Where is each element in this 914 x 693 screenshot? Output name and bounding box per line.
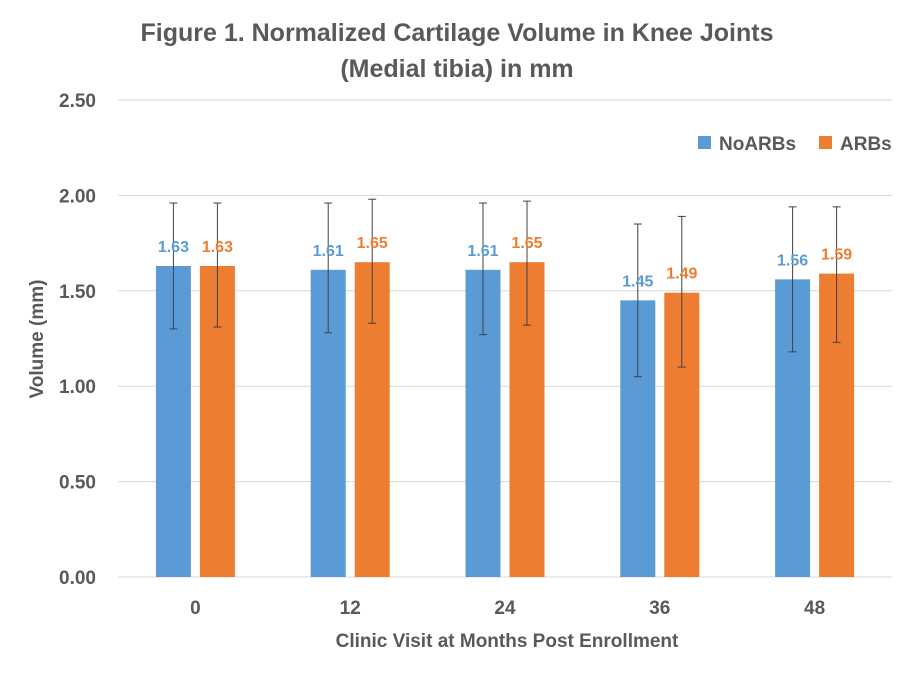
legend-label-arbs: ARBs [840, 134, 892, 155]
data-label: 1.63 [158, 239, 189, 256]
data-labels: 1.63 1.63 1.61 1.65 1.61 1.65 1.45 1.49 1.56 1.59 [158, 235, 852, 290]
chart-title-line1: Figure 1. Normalized Cartilage Volume in… [140, 19, 773, 47]
y-tick-label: 0.50 [59, 473, 96, 494]
legend: NoARBs ARBs [698, 134, 892, 155]
legend-label-noarbs: NoARBs [719, 134, 796, 155]
x-axis-ticks: 0 12 24 36 48 [190, 598, 825, 619]
data-label: 1.65 [511, 235, 542, 252]
x-tick-label: 48 [804, 598, 825, 619]
error-bars [169, 198, 841, 378]
data-label: 1.49 [666, 266, 697, 283]
data-label: 1.56 [777, 252, 808, 269]
y-tick-label: 1.00 [59, 377, 96, 398]
bars [155, 262, 855, 577]
y-tick-label: 1.50 [59, 282, 96, 303]
x-tick-label: 12 [340, 598, 361, 619]
y-tick-label: 2.50 [59, 91, 96, 112]
chart-title-line2: (Medial tibia) in mm [340, 55, 573, 83]
data-label: 1.65 [357, 235, 388, 252]
x-tick-label: 36 [649, 598, 670, 619]
legend-swatch-arbs [819, 136, 832, 149]
data-label: 1.45 [622, 273, 653, 290]
y-tick-label: 0.00 [59, 568, 96, 589]
data-label: 1.59 [821, 247, 852, 264]
data-label: 1.61 [313, 243, 344, 260]
x-tick-label: 24 [494, 598, 516, 619]
x-tick-label: 0 [190, 598, 201, 619]
data-label: 1.61 [467, 243, 498, 260]
gridlines [118, 99, 892, 578]
y-tick-label: 2.00 [59, 186, 96, 207]
y-axis-title: Volume (mm) [27, 280, 48, 399]
data-label: 1.63 [202, 239, 233, 256]
y-axis-ticks: 0.00 0.50 1.00 1.50 2.00 2.50 [59, 91, 96, 589]
x-axis-title: Clinic Visit at Months Post Enrollment [336, 631, 679, 652]
legend-swatch-noarbs [698, 136, 711, 149]
